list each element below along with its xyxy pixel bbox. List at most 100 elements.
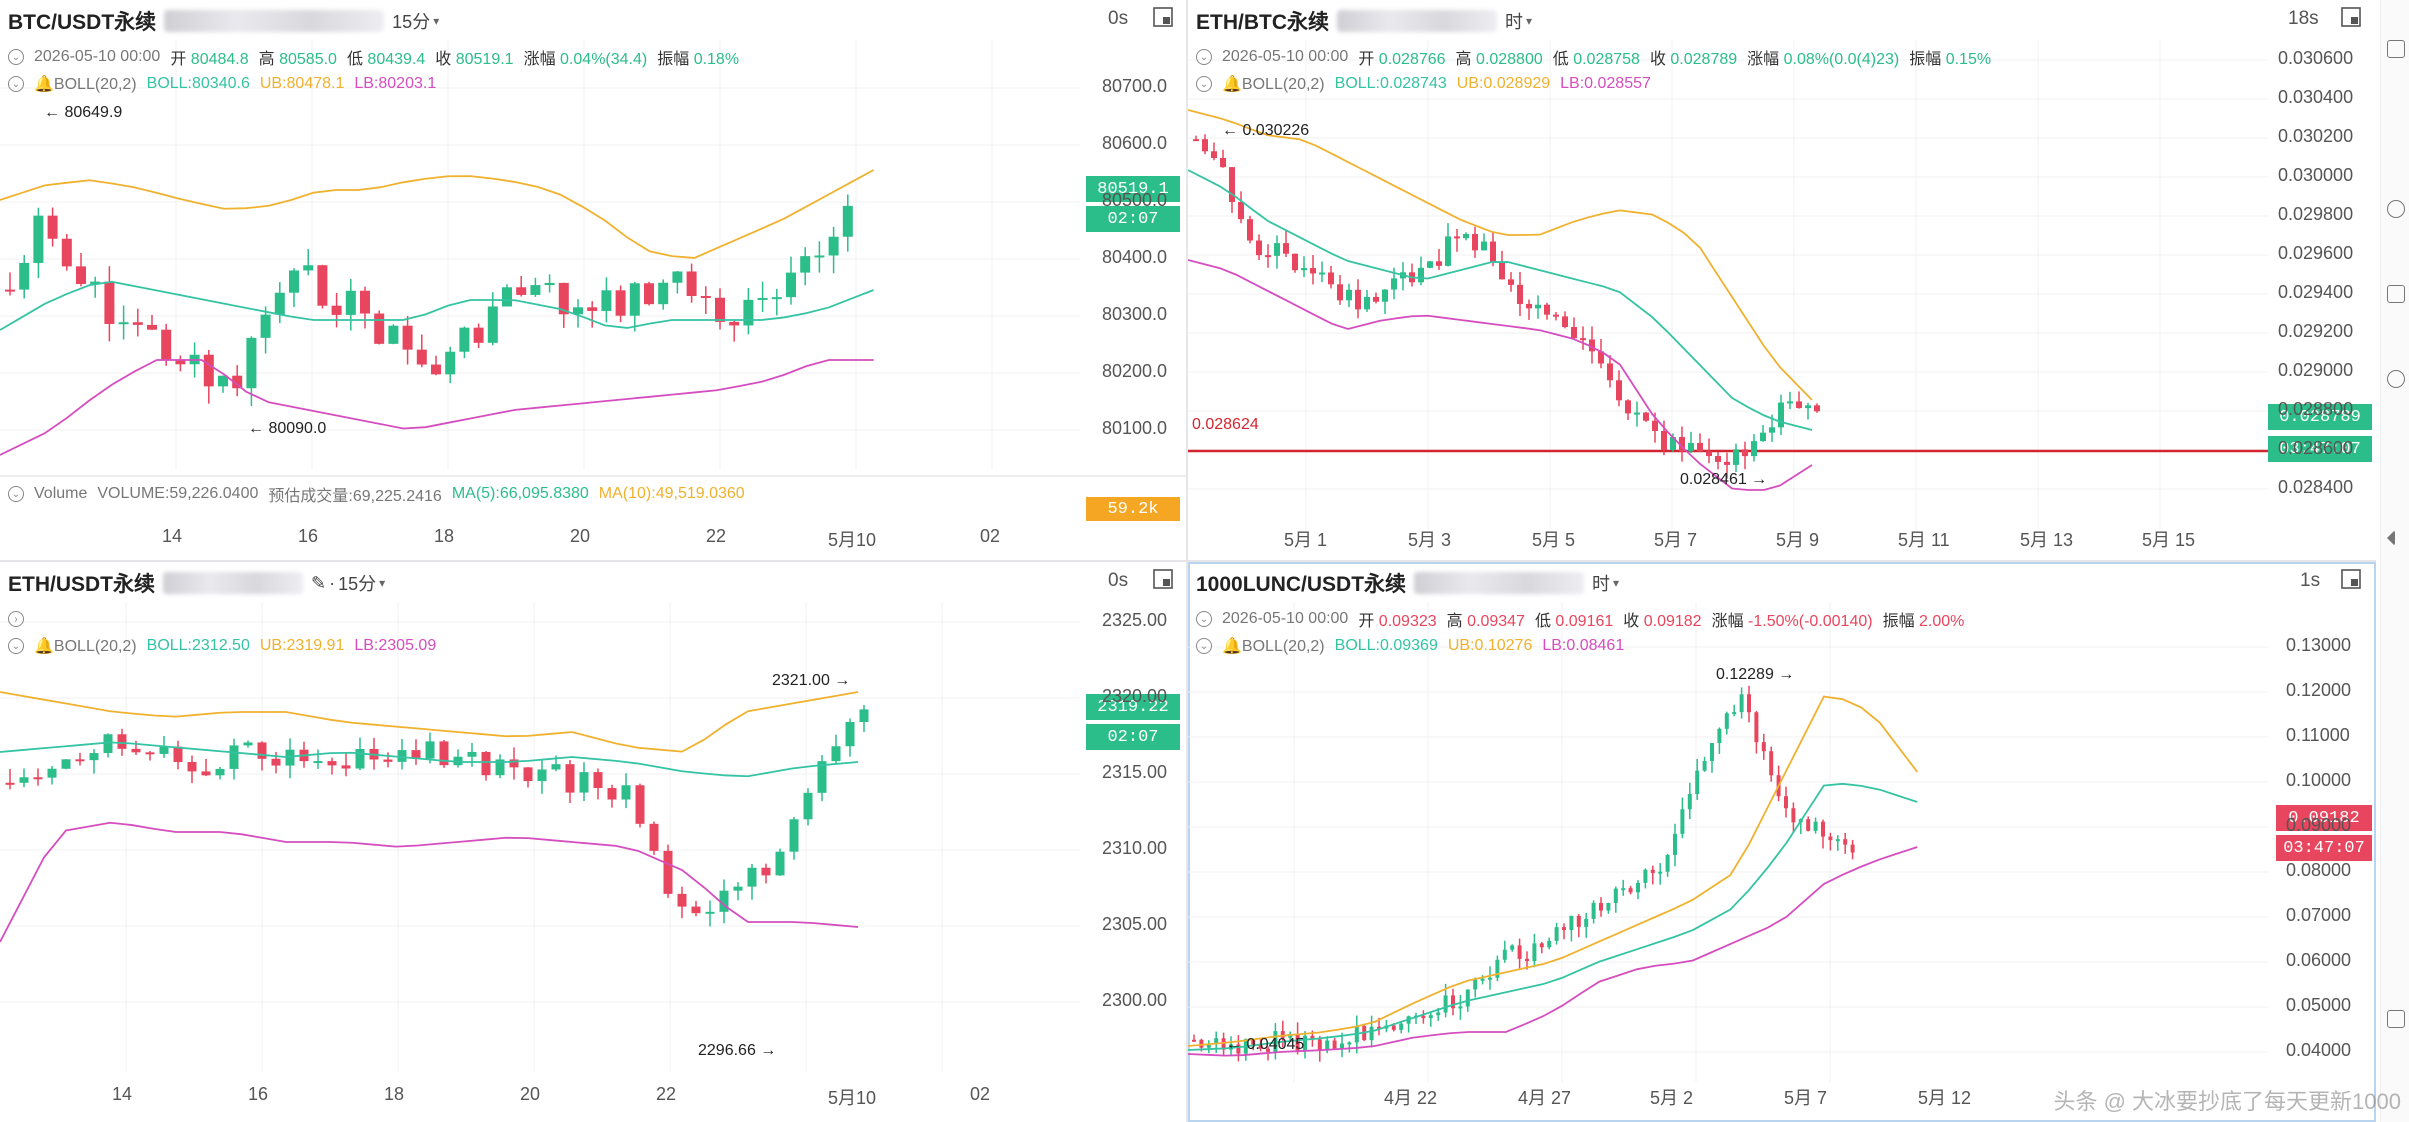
bell-icon: 🔔	[1222, 76, 1242, 93]
open-value: 0.028766	[1378, 51, 1446, 68]
chart-panel-eth-btc[interactable]: ETH/BTC永续 时 ▾ 18s ⌄ 2026-05-10 00:00 开 0.…	[1188, 0, 2376, 560]
candle-body	[551, 764, 561, 770]
timeframe-selector[interactable]: 时 ▾	[1505, 8, 1532, 34]
candle-body	[1488, 977, 1492, 980]
candle-body	[705, 911, 715, 914]
chevron-circle-icon[interactable]: ›	[8, 611, 24, 627]
timeframe-selector[interactable]: 时 ▾	[1592, 570, 1619, 596]
chart-panel-btc-usdt[interactable]: BTC/USDT永续 15分 ▾ 0s ⌄ 2026-05-10 00:00 开 …	[0, 0, 1186, 560]
y-axis-tick-label: 80300.0	[1102, 304, 1168, 324]
candle-body	[672, 271, 683, 283]
candle-body	[487, 306, 498, 343]
collapse-arrow-icon[interactable]	[2387, 530, 2395, 546]
boll-upper-line	[0, 691, 859, 753]
countdown-seconds: 18s	[2288, 8, 2319, 29]
symbol-title[interactable]: BTC/USDT永续	[8, 11, 157, 34]
candle-body	[1265, 255, 1271, 258]
countdown-tag: 02:07	[1086, 724, 1180, 750]
toolbar-icon[interactable]	[2387, 370, 2405, 388]
edit-icon[interactable]: ✎	[311, 572, 327, 593]
toolbar-icon[interactable]	[2387, 40, 2405, 58]
candle-body	[1202, 139, 1208, 152]
y-axis-tick-label: 0.030400	[2278, 87, 2354, 107]
y-axis-tick-label: 0.12000	[2286, 680, 2352, 700]
symbol-title[interactable]: 1000LUNC/USDT永续	[1196, 573, 1407, 596]
candle-body	[47, 215, 58, 239]
x-axis-tick-label: 5月 1	[1284, 530, 1328, 550]
panel-divider-horizontal[interactable]	[0, 560, 2376, 562]
candle-body	[383, 759, 393, 762]
x-axis-tick-label: 4月 22	[1384, 1088, 1438, 1108]
chevron-circle-icon[interactable]: ⌄	[8, 638, 24, 654]
symbol-title[interactable]: ETH/BTC永续	[1196, 11, 1329, 34]
candle-body	[1346, 289, 1352, 301]
candle-body	[1502, 949, 1507, 960]
boll-name[interactable]: 🔔BOLL(20,2)	[1222, 636, 1325, 656]
candlestick-chart[interactable]	[0, 0, 1186, 560]
candlestick-chart[interactable]	[1188, 0, 2376, 560]
candle-body	[495, 759, 505, 776]
candle-body	[1391, 278, 1397, 290]
candle-body	[502, 287, 512, 307]
low-annotation-value: 0.028461	[1680, 471, 1747, 488]
y-axis-tick-label: 0.029400	[2278, 282, 2354, 302]
candlestick-chart[interactable]	[1188, 562, 2376, 1122]
chevron-circle-icon[interactable]: ⌄	[1196, 611, 1212, 627]
candle-body	[218, 375, 228, 387]
chevron-circle-icon[interactable]: ⌄	[1196, 49, 1212, 65]
toolbar-icon[interactable]	[2387, 285, 2405, 303]
boll-name[interactable]: 🔔BOLL(20,2)	[34, 74, 137, 94]
candle-body	[285, 749, 295, 766]
candle-body	[1806, 819, 1811, 831]
open-label: 开	[170, 51, 187, 68]
maximize-icon[interactable]	[2340, 568, 2362, 590]
chevron-circle-icon[interactable]: ⌄	[1196, 638, 1212, 654]
chevron-circle-icon[interactable]: ⌄	[1196, 76, 1212, 92]
candlestick-chart[interactable]	[0, 562, 1186, 1122]
close-label: 收	[435, 51, 452, 68]
panel-header: ETH/BTC永续 时 ▾	[1196, 6, 1532, 36]
boll-name[interactable]: 🔔BOLL(20,2)	[1222, 74, 1325, 94]
low-label: 低	[1552, 51, 1569, 68]
chart-panel-lunc-usdt[interactable]: 1000LUNC/USDT永续 时 ▾ 1s ⌄ 2026-05-10 00:00…	[1188, 562, 2376, 1122]
candle-body	[1628, 888, 1633, 893]
amplitude-value: 2.00%	[1919, 613, 1965, 630]
boll-name[interactable]: 🔔BOLL(20,2)	[34, 636, 137, 656]
x-axis-tick-label: 14	[162, 526, 183, 546]
candle-body	[1769, 427, 1775, 433]
symbol-title[interactable]: ETH/USDT永续	[8, 573, 155, 596]
price-tag: 80519.1	[1086, 176, 1180, 202]
maximize-icon[interactable]	[2340, 6, 2362, 28]
chevron-circle-icon[interactable]: ⌄	[8, 49, 24, 65]
blurred-info	[1414, 572, 1585, 594]
x-axis-tick-label: 5月 2	[1650, 1088, 1694, 1108]
x-axis-tick-label: 18	[384, 1084, 405, 1104]
candle-body	[173, 746, 183, 763]
panel-header: BTC/USDT永续 15分 ▾	[8, 6, 439, 36]
chevron-circle-icon[interactable]: ⌄	[8, 486, 24, 502]
candle-body	[232, 375, 243, 389]
candle-body	[700, 295, 711, 298]
candle-body	[649, 823, 659, 851]
candle-body	[635, 785, 645, 824]
maximize-icon[interactable]	[1152, 6, 1174, 28]
timeframe-selector[interactable]: ✎ · 15分 ▾	[311, 570, 385, 596]
toolbar-icon[interactable]	[2387, 200, 2405, 218]
chart-panel-eth-usdt[interactable]: ETH/USDT永续 ✎ · 15分 ▾ 0s › ⌄ 🔔BOLL(20,2) BO…	[0, 562, 1186, 1122]
maximize-icon[interactable]	[1152, 568, 1174, 590]
volume-value: VOLUME:59,226.0400	[97, 485, 259, 502]
timeframe-selector[interactable]: 15分 ▾	[392, 8, 439, 34]
candle-body	[33, 777, 43, 780]
candle-body	[1473, 979, 1478, 990]
chevron-circle-icon[interactable]: ⌄	[8, 76, 24, 92]
candle-body	[360, 290, 370, 314]
toolbar-icon[interactable]	[2387, 1010, 2405, 1028]
candle-body	[579, 772, 589, 793]
candle-body	[215, 768, 225, 776]
candle-body	[1428, 1015, 1433, 1019]
candle-body	[1391, 1025, 1396, 1030]
boll-lower-line	[1188, 846, 1918, 1057]
candle-body	[1784, 796, 1788, 809]
change-label: 涨幅	[523, 51, 556, 68]
boll-row: ⌄ 🔔BOLL(20,2) BOLL:2312.50 UB:2319.91 LB…	[8, 635, 436, 657]
